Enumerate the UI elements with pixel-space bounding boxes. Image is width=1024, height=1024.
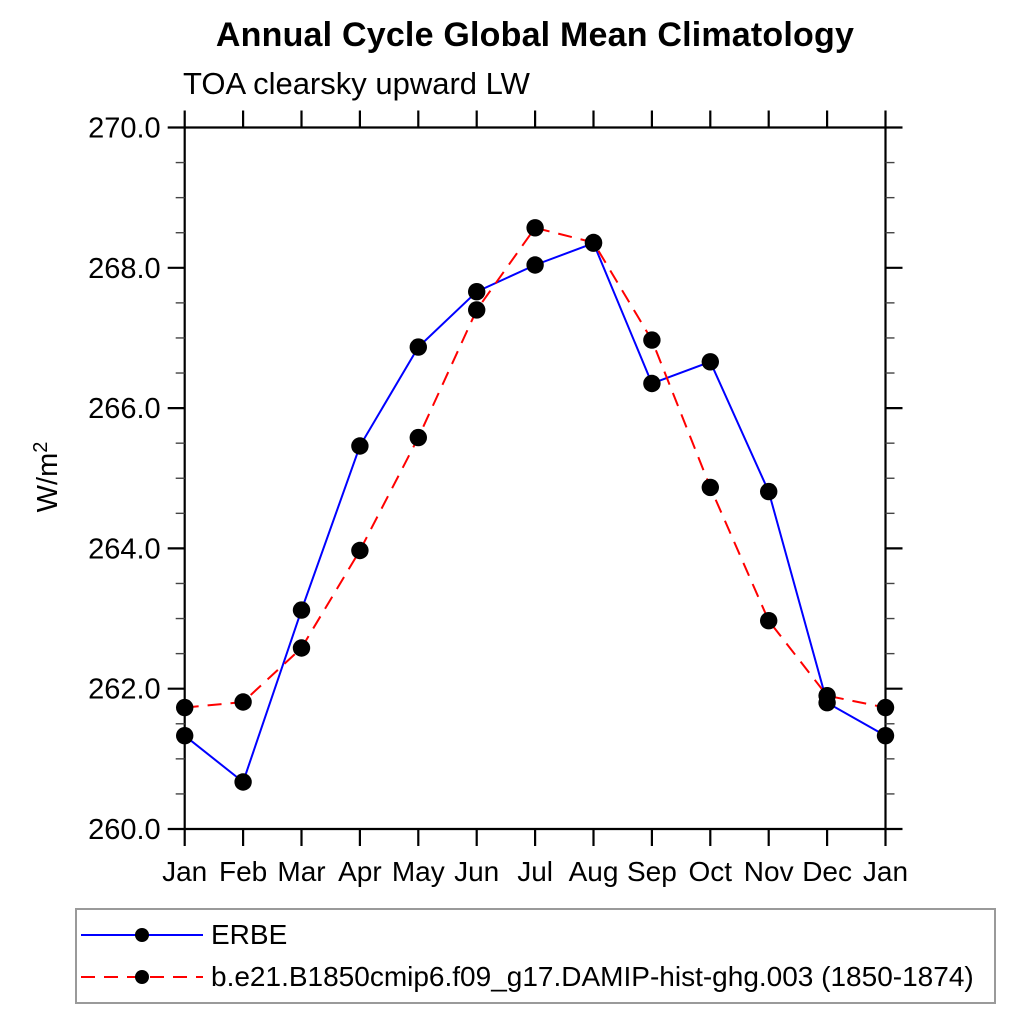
x-tick-label: Jul xyxy=(517,856,553,887)
data-point xyxy=(176,727,194,745)
data-point xyxy=(701,353,719,371)
data-point xyxy=(643,331,661,349)
data-point xyxy=(584,233,603,252)
legend-label: ERBE xyxy=(211,919,288,950)
data-point xyxy=(351,541,369,560)
x-tick-label: Jan xyxy=(863,856,908,887)
y-tick-label: 264.0 xyxy=(88,533,161,565)
data-point xyxy=(760,612,778,630)
data-point xyxy=(176,698,194,717)
legend-line-sample xyxy=(81,970,203,984)
chart-title: Annual Cycle Global Mean Climatology xyxy=(215,16,855,54)
y-tick-label: 268.0 xyxy=(88,253,161,285)
series-line-0 xyxy=(184,241,886,784)
legend-row: b.e21.B1850cmip6.f09_g17.DAMIP-hist-ghg.… xyxy=(79,956,994,998)
x-tick-label: Dec xyxy=(802,856,852,887)
x-tick-label: Mar xyxy=(277,856,325,887)
data-point xyxy=(292,601,311,619)
y-tick-label: 260.0 xyxy=(88,814,161,846)
x-tick-label: May xyxy=(392,856,445,887)
data-point xyxy=(468,283,486,301)
data-point xyxy=(409,338,427,356)
data-point xyxy=(351,437,369,455)
data-point xyxy=(643,374,661,393)
x-tick-label: Jan xyxy=(162,856,207,887)
data-point xyxy=(818,687,836,705)
legend-label: b.e21.B1850cmip6.f09_g17.DAMIP-hist-ghg.… xyxy=(211,961,974,992)
legend-marker-icon xyxy=(135,970,149,984)
x-tick-label: Jun xyxy=(454,856,499,887)
x-tick-label: Sep xyxy=(627,856,677,887)
x-tick-label: Aug xyxy=(569,856,619,887)
series-line-1 xyxy=(184,226,886,709)
data-point xyxy=(876,727,895,745)
y-axis-title: W/m2 xyxy=(30,442,64,513)
x-tick-label: Nov xyxy=(744,856,794,887)
data-point xyxy=(234,693,252,711)
chart-subtitle: TOA clearsky upward LW xyxy=(183,66,530,101)
y-tick-label: 270.0 xyxy=(88,113,161,145)
legend: ERBE b.e21.B1850cmip6.f09_g17.DAMIP-hist-… xyxy=(75,908,996,1004)
data-point xyxy=(701,478,719,497)
data-point xyxy=(526,256,544,274)
legend-row: ERBE xyxy=(79,914,994,956)
x-tick-label: Oct xyxy=(689,856,733,887)
data-point xyxy=(292,639,311,657)
plot-area: 260.0 262.0 264.0 266.0 268.0 270.0 Jan Feb Mar A… xyxy=(30,110,908,887)
data-point xyxy=(526,219,544,237)
data-point xyxy=(468,301,486,319)
data-point xyxy=(234,773,252,791)
y-tick-label: 266.0 xyxy=(88,393,161,425)
y-tick-label: 262.0 xyxy=(88,674,161,706)
data-point xyxy=(876,698,895,717)
legend-line-sample xyxy=(81,928,203,942)
x-tick-label: Apr xyxy=(338,856,382,887)
legend-marker-icon xyxy=(135,928,149,942)
data-point xyxy=(760,482,778,501)
data-point xyxy=(409,428,427,447)
x-tick-label: Feb xyxy=(219,856,267,887)
